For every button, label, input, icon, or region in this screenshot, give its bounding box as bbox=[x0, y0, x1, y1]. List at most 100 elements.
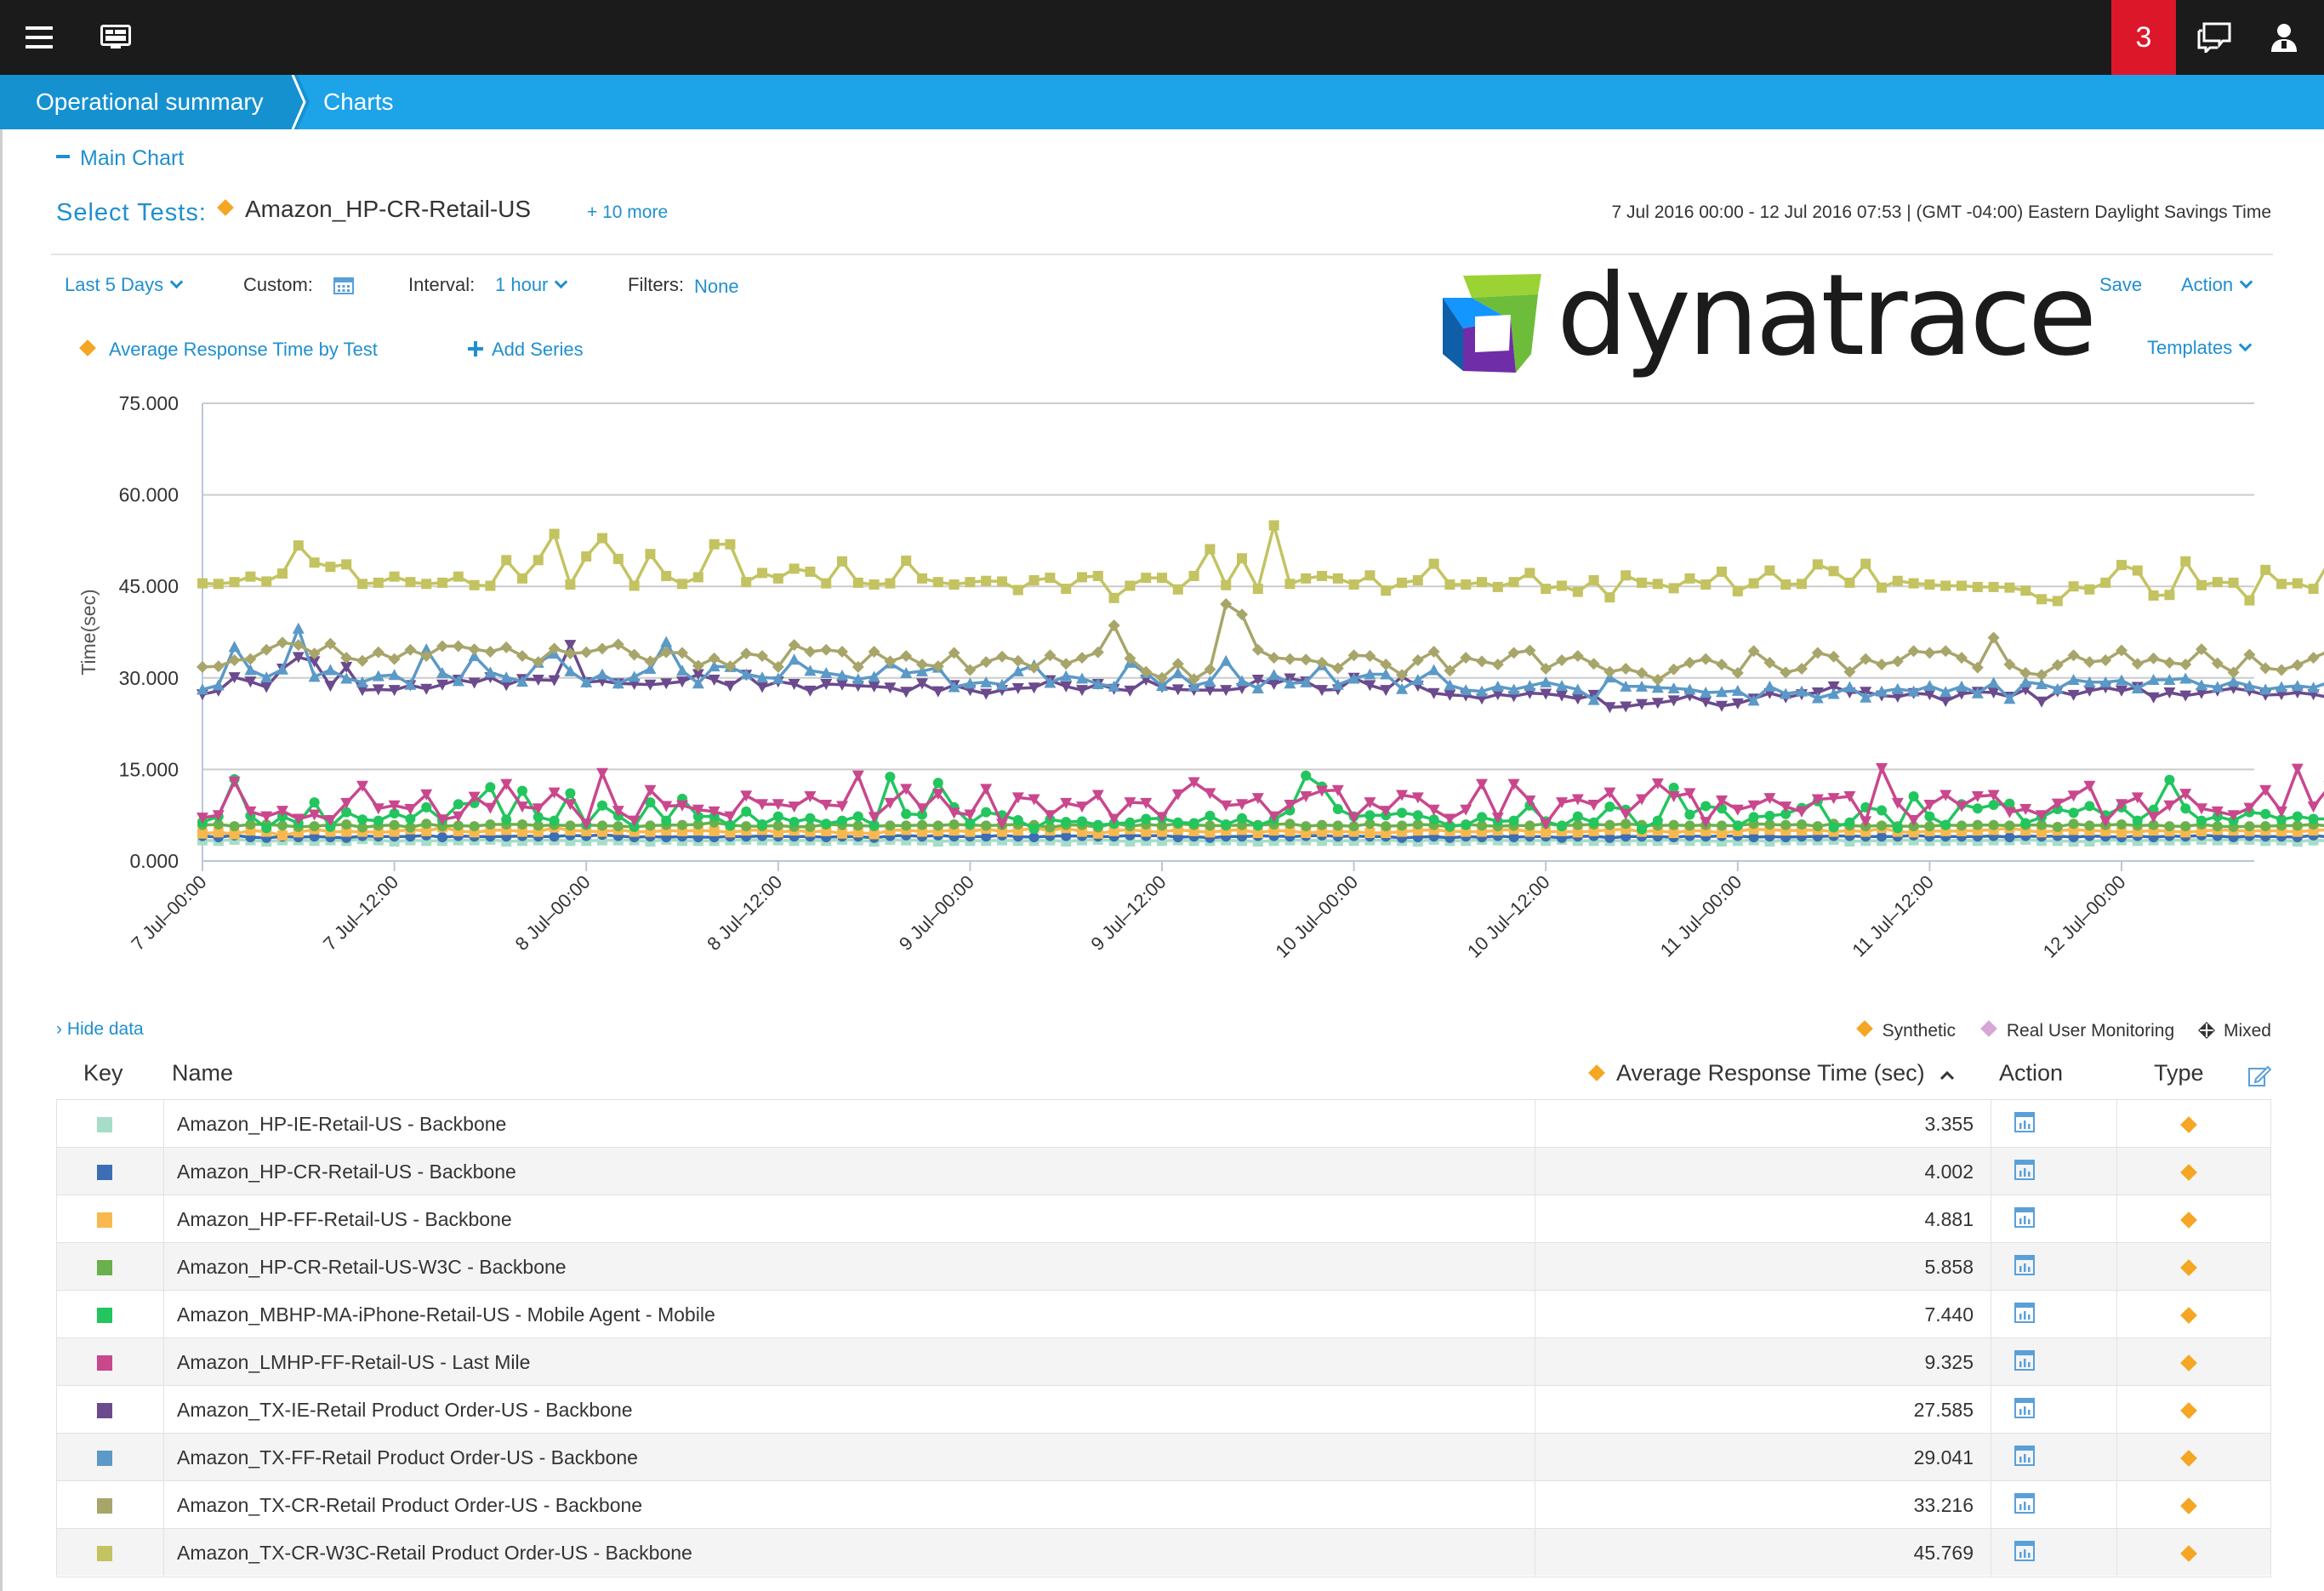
chart-action-icon[interactable] bbox=[2014, 1493, 2035, 1514]
series-line bbox=[202, 523, 2324, 603]
chart-action-icon[interactable] bbox=[2014, 1255, 2035, 1275]
hide-data-link[interactable]: › Hide data bbox=[56, 1019, 144, 1039]
data-point bbox=[548, 675, 561, 687]
chart-action-icon[interactable] bbox=[2014, 1112, 2035, 1132]
data-point bbox=[1381, 585, 1392, 596]
data-point bbox=[1237, 553, 1247, 564]
data-point bbox=[276, 806, 288, 818]
data-point bbox=[1444, 813, 1456, 825]
data-point bbox=[1251, 643, 1264, 656]
data-point bbox=[917, 809, 927, 820]
data-point bbox=[932, 778, 943, 789]
data-point bbox=[2067, 790, 2080, 802]
data-point bbox=[341, 826, 352, 837]
synthetic-diamond-icon bbox=[2180, 1545, 2197, 1562]
data-point bbox=[1460, 684, 1472, 696]
selected-test[interactable]: Amazon_HP-CR-Retail-US bbox=[217, 196, 531, 223]
data-point bbox=[1076, 685, 1088, 697]
action-dropdown[interactable]: Action bbox=[2181, 274, 2253, 296]
interval-dropdown[interactable]: 1 hour bbox=[495, 274, 568, 296]
menu-icon[interactable] bbox=[12, 0, 66, 75]
breadcrumb-item-operational-summary[interactable]: Operational summary bbox=[0, 75, 298, 129]
col-name[interactable]: Name bbox=[172, 1060, 234, 1086]
data-point bbox=[405, 822, 416, 833]
data-point bbox=[1764, 818, 1775, 830]
x-tick-label: 11 Jul–00:00 bbox=[1656, 871, 1746, 961]
col-avg-response-time[interactable]: Average Response Time (sec) bbox=[1588, 1060, 1955, 1086]
chevron-down-icon bbox=[169, 275, 184, 289]
table-row: Amazon_HP-CR-Retail-US-W3C - Backbone 5.8… bbox=[56, 1242, 2271, 1291]
data-point bbox=[1091, 646, 1104, 659]
data-point bbox=[1571, 693, 1584, 705]
data-point bbox=[772, 820, 783, 831]
data-point bbox=[1907, 645, 1920, 658]
data-point bbox=[1957, 820, 1967, 831]
data-point bbox=[1700, 696, 1712, 708]
templates-dropdown[interactable]: Templates bbox=[2147, 337, 2253, 359]
data-point bbox=[2100, 577, 2111, 588]
x-tick-label: 11 Jul–12:00 bbox=[1848, 871, 1938, 961]
data-point bbox=[789, 817, 800, 828]
data-point bbox=[725, 820, 736, 831]
data-point bbox=[1668, 583, 1679, 594]
data-point bbox=[1621, 818, 1632, 830]
data-point bbox=[308, 656, 321, 668]
data-point bbox=[2163, 673, 2176, 685]
data-point bbox=[1156, 680, 1168, 692]
data-point bbox=[340, 672, 353, 684]
chart-action-icon[interactable] bbox=[2014, 1398, 2035, 1418]
data-point bbox=[837, 828, 847, 839]
data-point bbox=[1300, 676, 1313, 687]
series-color-swatch bbox=[97, 1546, 112, 1561]
main-chart-toggle[interactable]: Main Chart bbox=[56, 146, 184, 171]
data-point bbox=[1668, 782, 1679, 793]
filters-value[interactable]: None bbox=[694, 276, 739, 297]
data-point bbox=[341, 807, 352, 818]
data-point bbox=[1221, 818, 1232, 830]
data-point bbox=[1700, 801, 1712, 812]
user-icon[interactable] bbox=[2254, 0, 2314, 75]
add-series-button[interactable]: Add Series bbox=[468, 339, 584, 361]
dashboard-icon[interactable] bbox=[88, 0, 143, 75]
edit-columns-icon[interactable] bbox=[2247, 1064, 2271, 1087]
data-point bbox=[1731, 667, 1744, 680]
data-point bbox=[1091, 677, 1104, 689]
data-point bbox=[772, 811, 783, 822]
data-point bbox=[1301, 770, 1312, 781]
range-dropdown[interactable]: Last 5 Days bbox=[65, 274, 184, 296]
data-point bbox=[2099, 676, 2112, 687]
interval-label: Interval: bbox=[408, 274, 476, 295]
calendar-icon[interactable] bbox=[333, 276, 354, 299]
chart-action-icon[interactable] bbox=[2014, 1303, 2035, 1323]
alert-count-badge[interactable]: 3 bbox=[2111, 0, 2176, 75]
data-point bbox=[1077, 816, 1087, 827]
chart-action-icon[interactable] bbox=[2014, 1446, 2035, 1466]
chart-action-icon[interactable] bbox=[2014, 1160, 2035, 1180]
data-point bbox=[692, 818, 703, 830]
chat-icon[interactable] bbox=[2184, 0, 2244, 75]
y-tick-label: 60.000 bbox=[119, 484, 179, 506]
chart-action-icon[interactable] bbox=[2014, 1541, 2035, 1561]
row-avg-response-time: 5.858 bbox=[1924, 1256, 1974, 1278]
data-point bbox=[324, 664, 337, 676]
data-point bbox=[548, 787, 561, 799]
chart-action-icon[interactable] bbox=[2014, 1207, 2035, 1228]
data-point bbox=[1844, 577, 1855, 588]
data-point bbox=[1620, 663, 1632, 676]
more-tests-link[interactable]: + 10 more bbox=[587, 202, 669, 222]
series-average-response-time[interactable]: Average Response Time by Test bbox=[79, 339, 378, 361]
data-point bbox=[692, 659, 704, 672]
data-point bbox=[1204, 663, 1216, 676]
data-point bbox=[981, 831, 992, 842]
save-button[interactable]: Save bbox=[2099, 274, 2143, 295]
divider bbox=[2116, 1338, 2117, 1386]
select-tests-label: Select Tests: bbox=[56, 199, 207, 226]
chart-action-icon[interactable] bbox=[2014, 1350, 2035, 1371]
data-point bbox=[1588, 575, 1599, 586]
data-point bbox=[1108, 592, 1119, 603]
data-point bbox=[1331, 784, 1344, 796]
data-point bbox=[1316, 656, 1328, 669]
data-point bbox=[1587, 693, 1600, 705]
data-point bbox=[1397, 577, 1407, 588]
data-point bbox=[931, 789, 944, 801]
